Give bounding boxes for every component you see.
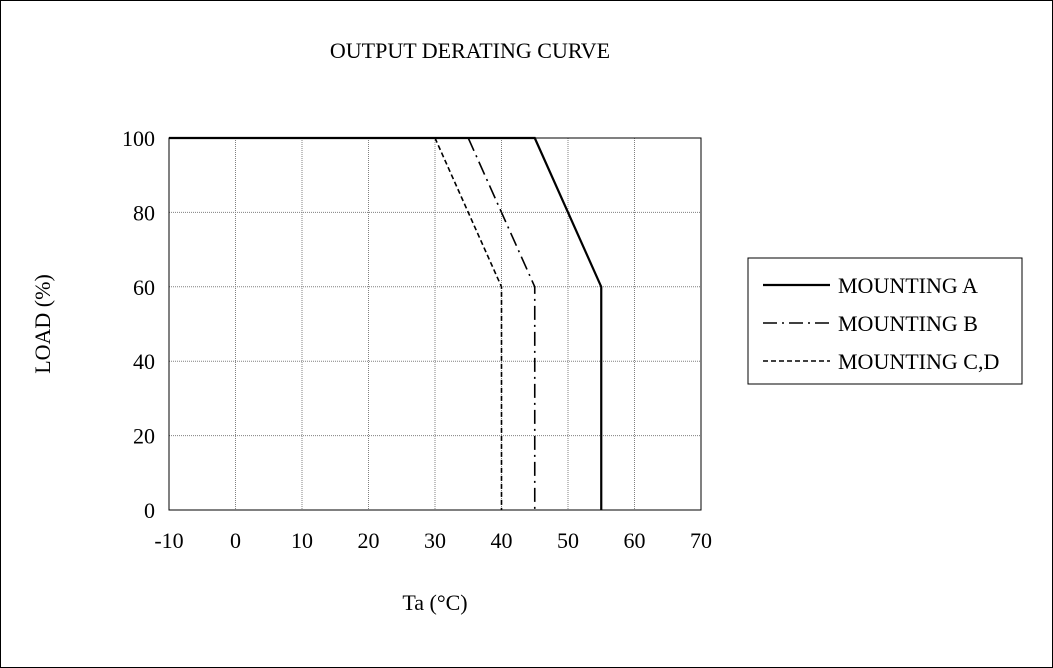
y-tick-label: 100 xyxy=(122,126,155,151)
legend-label: MOUNTING B xyxy=(838,311,978,336)
y-axis-label: LOAD (%) xyxy=(30,274,55,374)
x-tick-label: 0 xyxy=(230,528,241,553)
x-tick-label: 50 xyxy=(557,528,579,553)
chart-title: OUTPUT DERATING CURVE xyxy=(330,38,610,63)
series-line-mounting-c-d xyxy=(434,137,503,510)
legend-label: MOUNTING A xyxy=(838,273,978,298)
x-tick-label: 20 xyxy=(358,528,380,553)
y-tick-label: 60 xyxy=(133,275,155,300)
x-tick-label: 10 xyxy=(291,528,313,553)
y-tick-label: 40 xyxy=(133,349,155,374)
x-tick-label: 40 xyxy=(491,528,513,553)
x-axis-label: Ta (°C) xyxy=(402,590,467,615)
x-tick-label: 70 xyxy=(690,528,712,553)
x-tick-label: 30 xyxy=(424,528,446,553)
x-tick-label: -10 xyxy=(154,528,183,553)
y-tick-label: 0 xyxy=(144,498,155,523)
legend-label: MOUNTING C,D xyxy=(838,349,999,374)
y-tick-label: 80 xyxy=(133,200,155,225)
legend: MOUNTING A MOUNTING B MOUNTING C,D xyxy=(747,257,1023,385)
y-tick-label: 20 xyxy=(133,424,155,449)
legend-box xyxy=(747,257,1023,385)
series-group xyxy=(169,136,603,510)
x-tick-label: 60 xyxy=(624,528,646,553)
series-line-mounting-b xyxy=(467,137,536,510)
tick-labels: -10 0 10 20 30 40 50 60 70 0 20 40 60 80 100 xyxy=(122,126,712,553)
series-line-mounting-a xyxy=(169,136,603,510)
